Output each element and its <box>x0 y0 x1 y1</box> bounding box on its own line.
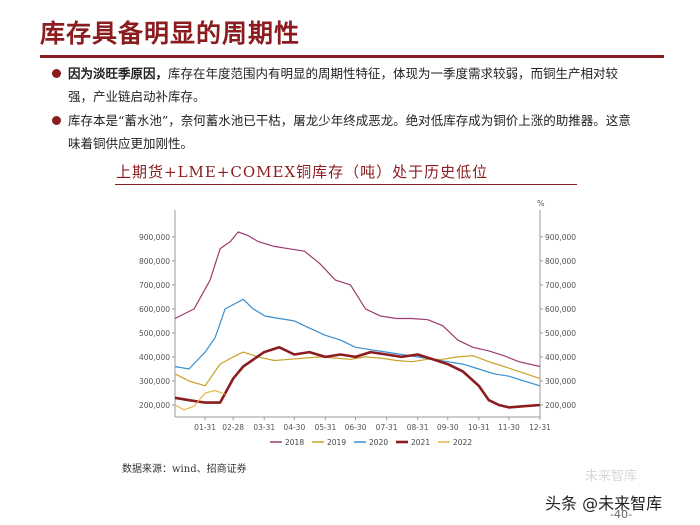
y-tick-label-left: 400,000 <box>139 353 170 362</box>
x-tick-label: 05-31 <box>315 423 337 432</box>
x-tick-label: 01-31 <box>194 423 216 432</box>
chart-heading: 上期货+LME+COMEX铜库存（吨）处于历史低位 <box>116 163 489 181</box>
x-tick-label: 08-31 <box>407 423 429 432</box>
y-tick-label-left: 700,000 <box>139 281 170 290</box>
data-source-note: 数据来源：wind、招商证券 <box>122 464 247 475</box>
series-line-2019 <box>174 351 541 387</box>
x-tick-label: 10-31 <box>468 423 490 432</box>
y-tick-label-right: 600,000 <box>545 305 576 314</box>
series-line-2020 <box>174 298 541 387</box>
page-number: -40- <box>610 508 632 521</box>
bullet-item-1: 因为淡旺季原因，库存在年度范围内有明显的周期性特征，体现为一季度需求较弱，而铜生… <box>52 62 643 108</box>
unit-label: % <box>537 199 545 208</box>
chart-heading-divider <box>115 184 577 185</box>
y-tick-label-left: 300,000 <box>139 377 170 386</box>
legend-label-2018: 2018 <box>285 438 304 447</box>
x-tick-label: 12-31 <box>529 423 551 432</box>
watermark: 未来智库 <box>585 469 638 484</box>
bullet-bold-lead: 因为淡旺季原因， <box>68 66 169 81</box>
x-tick-label: 11-30 <box>498 423 520 432</box>
y-tick-label-right: 900,000 <box>545 233 576 242</box>
y-tick-label-left: 200,000 <box>139 401 170 410</box>
bullet-dot-icon <box>52 69 61 78</box>
series-line-2022 <box>174 390 226 411</box>
y-tick-label-right: 200,000 <box>545 401 576 410</box>
y-tick-label-right: 400,000 <box>545 353 576 362</box>
x-tick-label: 07-31 <box>376 423 398 432</box>
copper-inventory-chart: % 200,000 200,000 300,000 300,000 400,000 400,… <box>139 199 576 447</box>
footer-brand: 头条 @未来智库 <box>545 494 663 513</box>
y-tick-label-left: 600,000 <box>139 305 170 314</box>
bullet-text: 库存本是“蓄水池”，奈何蓄水池已干枯，屠龙少年终成恶龙。绝对低库存成为铜价上涨的… <box>68 113 631 151</box>
legend-label-2019: 2019 <box>327 438 346 447</box>
legend-label-2020: 2020 <box>369 438 388 447</box>
y-tick-label-right: 300,000 <box>545 377 576 386</box>
y-tick-label-left: 500,000 <box>139 329 170 338</box>
title-divider <box>40 55 664 58</box>
bullet-item-2: 库存本是“蓄水池”，奈何蓄水池已干枯，屠龙少年终成恶龙。绝对低库存成为铜价上涨的… <box>52 109 643 155</box>
x-tick-label: 02-28 <box>222 423 244 432</box>
bullet-text: 库存在年度范围内有明显的周期性特征，体现为一季度需求较弱，而铜生产相对较强，产业… <box>68 66 619 104</box>
series-line-2021 <box>174 346 541 409</box>
x-tick-label: 03-31 <box>253 423 275 432</box>
page-title: 库存具备明显的周期性 <box>40 19 301 48</box>
bullet-dot-icon <box>52 116 61 125</box>
x-tick-label: 04-30 <box>283 423 305 432</box>
series-line-2018 <box>174 231 541 368</box>
y-tick-label-left: 900,000 <box>139 233 170 242</box>
x-tick-label: 09-30 <box>437 423 459 432</box>
y-tick-label-right: 700,000 <box>545 281 576 290</box>
legend-label-2022: 2022 <box>453 438 472 447</box>
y-tick-label-left: 800,000 <box>139 257 170 266</box>
x-tick-label: 06-30 <box>345 423 367 432</box>
y-tick-label-right: 800,000 <box>545 257 576 266</box>
legend-label-2021: 2021 <box>411 438 430 447</box>
y-tick-label-right: 500,000 <box>545 329 576 338</box>
